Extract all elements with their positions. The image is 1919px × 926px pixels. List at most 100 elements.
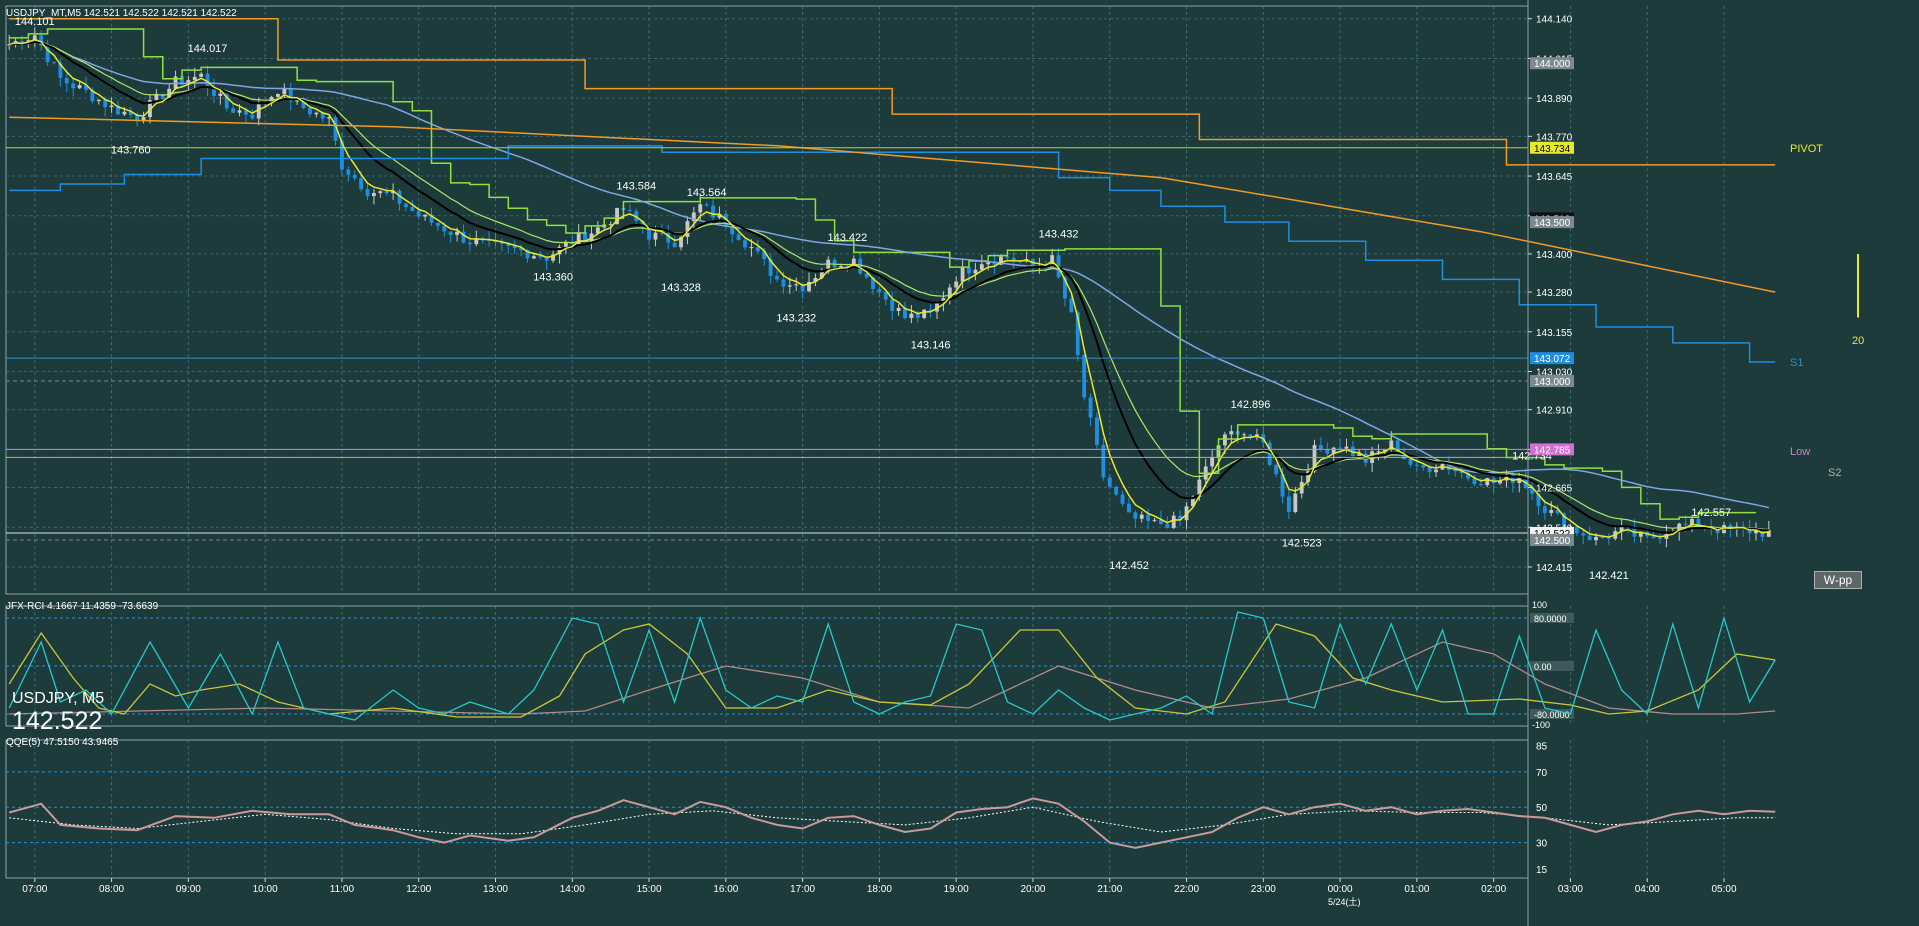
candle-body-112 bbox=[723, 213, 728, 227]
candle-body-204 bbox=[1312, 445, 1317, 472]
price-axis: 144.140144.015143.890143.770143.645143.5… bbox=[1527, 0, 1574, 926]
candle-body-18 bbox=[122, 111, 127, 115]
candle-body-117 bbox=[755, 247, 760, 252]
candle-body-31 bbox=[205, 73, 210, 87]
qqe-main-line bbox=[8, 797, 1776, 849]
candle-body-70 bbox=[455, 231, 460, 236]
candle-body-12 bbox=[84, 85, 88, 90]
candle-body-231 bbox=[1485, 478, 1490, 486]
symbol-price-box: USDJPY, M5 142.522 bbox=[12, 690, 104, 734]
candle-body-255 bbox=[1638, 531, 1643, 537]
annotation-7: 143.422 bbox=[828, 232, 868, 244]
candle-body-11 bbox=[77, 85, 82, 89]
candle-body-273 bbox=[1754, 530, 1758, 534]
candle-body-28 bbox=[186, 80, 191, 85]
candle-body-167 bbox=[1075, 312, 1080, 355]
candle-body-127 bbox=[819, 271, 824, 279]
ytick-label-2: 143.890 bbox=[1536, 94, 1573, 105]
candle-body-118 bbox=[762, 251, 767, 260]
xtick-label-8: 15:00 bbox=[637, 884, 662, 895]
xtick-label-22: 05:00 bbox=[1711, 884, 1736, 895]
xtick-label-19: 02:00 bbox=[1481, 884, 1506, 895]
candle-body-133 bbox=[858, 258, 863, 274]
rci-title: JFX-RCI 4.1667 11.4359 -73.6639 bbox=[6, 601, 159, 612]
candle-body-206 bbox=[1325, 449, 1330, 454]
candle-body-175 bbox=[1127, 503, 1131, 513]
candle-body-230 bbox=[1478, 483, 1483, 486]
candle-body-177 bbox=[1139, 514, 1144, 519]
candle-body-66 bbox=[429, 214, 434, 223]
ytick-label-9: 143.030 bbox=[1536, 368, 1573, 379]
candle-body-263 bbox=[1690, 518, 1694, 525]
candle-body-58 bbox=[378, 191, 383, 194]
candle-body-110 bbox=[711, 205, 715, 218]
candle-body-55 bbox=[359, 178, 364, 190]
candle-body-52 bbox=[340, 140, 344, 170]
candle-body-173 bbox=[1114, 486, 1119, 495]
candle-body-47 bbox=[308, 108, 312, 115]
candle-body-13 bbox=[90, 89, 95, 102]
annotation-11: 142.452 bbox=[1109, 560, 1149, 572]
candle-body-65 bbox=[423, 214, 428, 217]
orange-step-line bbox=[9, 17, 1776, 166]
candle-body-126 bbox=[813, 278, 818, 282]
candle-body-248 bbox=[1594, 537, 1598, 541]
annotation-13: 142.523 bbox=[1282, 538, 1322, 550]
candle-body-61 bbox=[397, 190, 402, 204]
candle-body-182 bbox=[1171, 515, 1176, 528]
candle-body-30 bbox=[199, 73, 204, 77]
annotation-1: 144.017 bbox=[188, 43, 228, 55]
candle-body-8 bbox=[58, 63, 63, 78]
candle-body-151 bbox=[973, 269, 978, 274]
candle-body-155 bbox=[999, 256, 1003, 265]
price-badge-label-1: 143.734 bbox=[1534, 144, 1571, 155]
ma-green-line bbox=[9, 42, 1769, 530]
candle-body-68 bbox=[442, 226, 447, 232]
pivot-label: PIVOT bbox=[1790, 143, 1823, 155]
s2-label: S2 bbox=[1828, 467, 1841, 479]
w-pp-button[interactable]: W-pp bbox=[1814, 571, 1862, 589]
candle-body-186 bbox=[1197, 479, 1202, 497]
candle-body-139 bbox=[896, 307, 901, 312]
price-badge-5 bbox=[1530, 375, 1574, 388]
candle-body-143 bbox=[922, 309, 927, 318]
candle-body-0 bbox=[7, 44, 12, 46]
candle-body-38 bbox=[250, 114, 255, 119]
candle-body-227 bbox=[1459, 471, 1464, 474]
candle-body-140 bbox=[903, 307, 907, 319]
rci-level-label-0: 80.0000 bbox=[1534, 614, 1567, 624]
ma-blue-line bbox=[9, 40, 1769, 509]
candle-body-246 bbox=[1581, 533, 1586, 536]
price-badge-1 bbox=[1530, 141, 1574, 154]
candle-body-134 bbox=[864, 273, 869, 278]
candle-body-71 bbox=[461, 231, 466, 243]
candle-body-226 bbox=[1453, 470, 1458, 472]
candle-body-150 bbox=[967, 267, 971, 274]
candle-body-42 bbox=[276, 93, 280, 97]
candle-body-64 bbox=[416, 211, 421, 217]
candle-body-104 bbox=[672, 242, 677, 248]
candle-body-178 bbox=[1146, 514, 1151, 521]
indicator-overlays bbox=[6, 17, 1859, 541]
candle-body-200 bbox=[1286, 496, 1291, 512]
price-badge-label-5: 143.000 bbox=[1534, 377, 1571, 388]
candle-body-198 bbox=[1274, 464, 1279, 475]
candle-body-7 bbox=[52, 62, 56, 64]
candle-body-105 bbox=[679, 236, 683, 248]
candle-body-165 bbox=[1063, 277, 1067, 299]
candle-body-157 bbox=[1011, 257, 1016, 262]
ma-yellow-line bbox=[9, 38, 1769, 538]
blue-step-line bbox=[9, 145, 1776, 363]
candle-body-181 bbox=[1165, 524, 1170, 528]
candle-body-183 bbox=[1178, 515, 1183, 521]
candle-body-179 bbox=[1152, 519, 1157, 521]
candle-body-243 bbox=[1562, 513, 1566, 529]
candle-body-142 bbox=[915, 313, 920, 318]
candle-body-233 bbox=[1498, 480, 1502, 484]
candle-body-19 bbox=[128, 111, 133, 116]
candle-body-172 bbox=[1107, 477, 1112, 487]
xtick-label-17: 00:00 bbox=[1328, 884, 1353, 895]
candle-body-24 bbox=[160, 93, 165, 99]
candle-body-188 bbox=[1210, 457, 1215, 467]
